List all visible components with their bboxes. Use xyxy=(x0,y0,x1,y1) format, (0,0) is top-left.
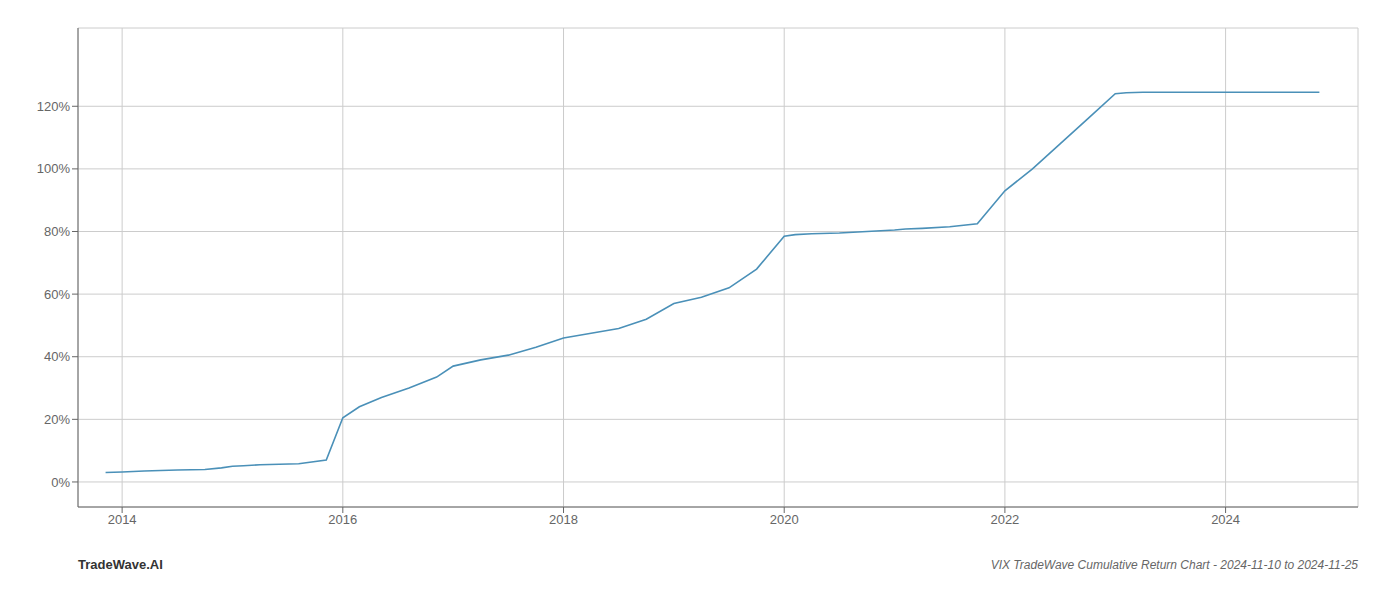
svg-text:2024: 2024 xyxy=(1211,512,1240,527)
svg-text:2014: 2014 xyxy=(108,512,137,527)
svg-text:120%: 120% xyxy=(37,99,71,114)
svg-text:2016: 2016 xyxy=(328,512,357,527)
svg-text:2022: 2022 xyxy=(990,512,1019,527)
svg-text:40%: 40% xyxy=(44,349,70,364)
svg-text:2018: 2018 xyxy=(549,512,578,527)
svg-text:0%: 0% xyxy=(51,475,70,490)
svg-text:100%: 100% xyxy=(37,161,71,176)
html-text:VIX TradeWave Cumulative Retur: VIX TradeWave Cumulative Return Chart - … xyxy=(990,558,1358,572)
html-text:TradeWave.AI: TradeWave.AI xyxy=(78,557,163,572)
svg-text:2020: 2020 xyxy=(770,512,799,527)
svg-text:60%: 60% xyxy=(44,287,70,302)
svg-text:20%: 20% xyxy=(44,412,70,427)
svg-text:80%: 80% xyxy=(44,224,70,239)
